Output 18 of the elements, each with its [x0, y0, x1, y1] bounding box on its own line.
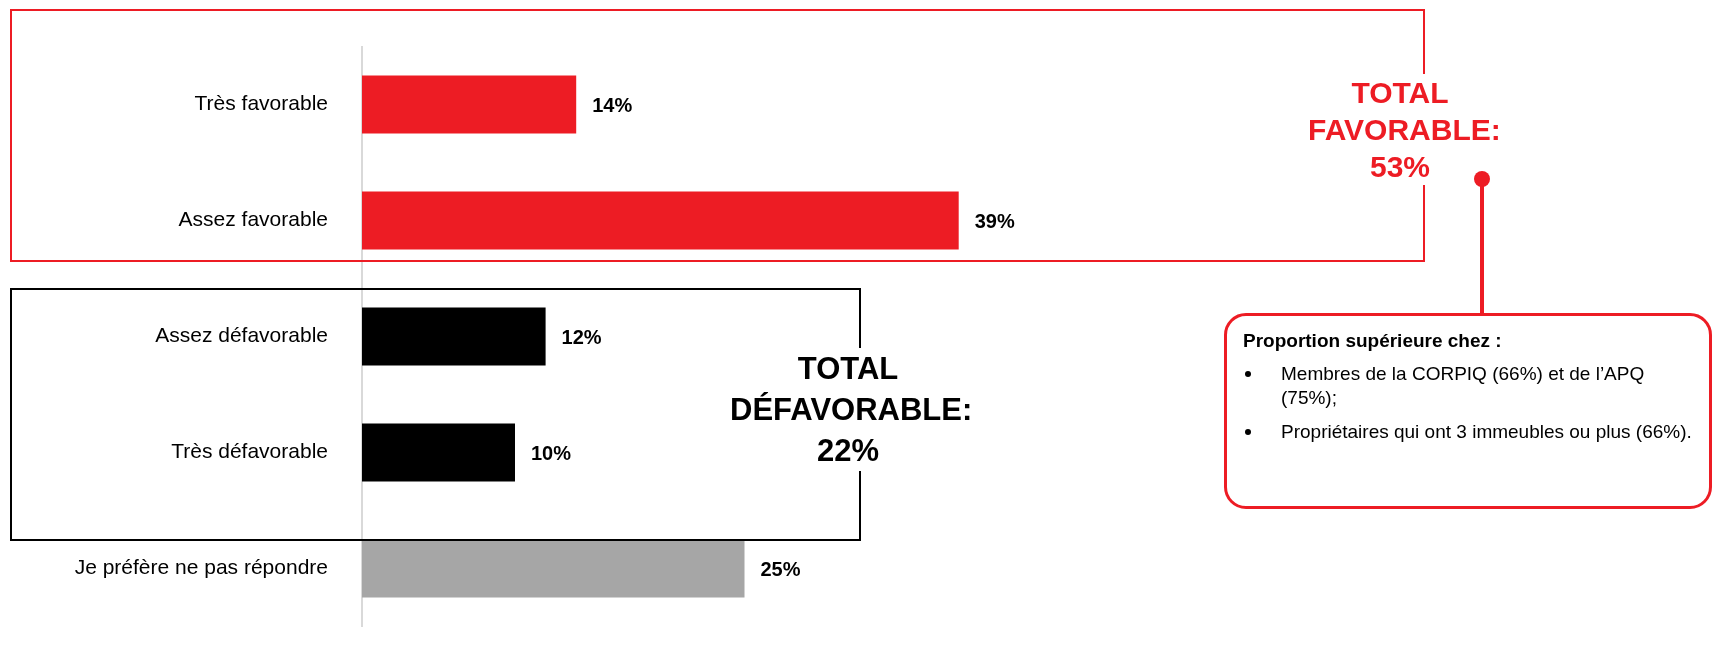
bar [362, 423, 515, 482]
data-label: 12% [561, 326, 602, 349]
bar [362, 191, 959, 250]
y-tick-label: Assez favorable [178, 207, 328, 231]
data-label: 14% [592, 94, 633, 117]
y-tick-label: Très défavorable [171, 439, 328, 463]
data-label: 25% [760, 557, 801, 580]
data-label: 10% [531, 441, 572, 464]
annotation: TOTAL DÉFAVORABLE: 22% [730, 350, 973, 470]
text: TOTAL FAVORABLE: 53% [1308, 75, 1501, 185]
bar [362, 307, 546, 366]
bar [362, 539, 745, 598]
callout-box: Proportion supérieure chez : Membres de la CORPIQ (66%) et de l’APQ (75%); Propriétaires qui ont 3 immeubles ou plus (66%). [1224, 313, 1712, 509]
y-tick-label: Je préfère ne pas répondre [74, 555, 328, 579]
y-tick-label: Assez défavorable [155, 323, 328, 347]
data-label: 39% [974, 210, 1015, 233]
bar [362, 75, 577, 134]
y-tick-label: Très favorable [194, 91, 328, 115]
